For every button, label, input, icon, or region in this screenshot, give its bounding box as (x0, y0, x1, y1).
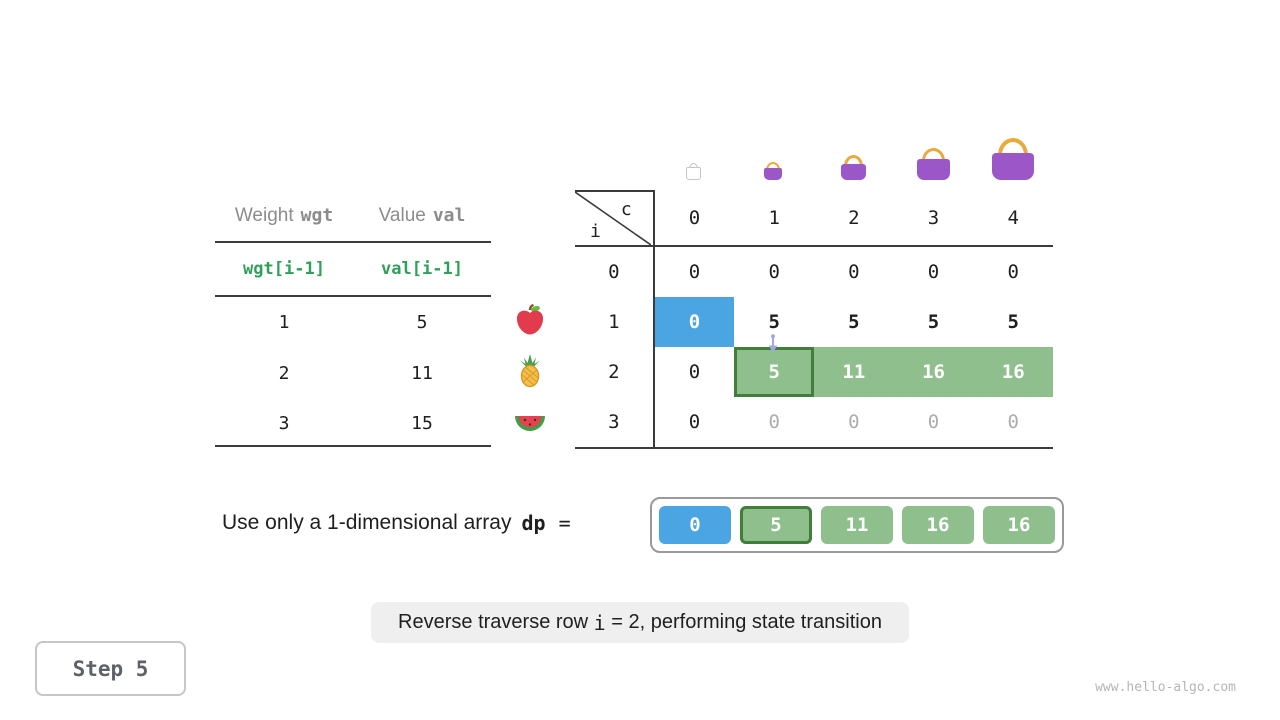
dp-cell: 0 (848, 261, 860, 283)
dp-array-cell: 5 (740, 506, 812, 544)
bag-slot (893, 122, 973, 180)
weight-cell: 3 (278, 413, 290, 435)
val-code-label: val (432, 205, 466, 226)
dp-array-cell: 11 (821, 506, 893, 544)
value-cell: 15 (411, 413, 433, 435)
step-badge: Step 5 (35, 641, 186, 696)
row-header: 1 (575, 297, 655, 347)
weight-cell: 2 (278, 362, 290, 384)
val-index-label: val[i-1] (381, 259, 463, 279)
weights-table-subheader: wgt[i-1] val[i-1] (215, 243, 491, 297)
bag-slot (733, 122, 813, 180)
row-header: 2 (575, 347, 655, 397)
dp-cell: 5 (1007, 311, 1019, 333)
value-cell: 5 (416, 311, 428, 333)
bag-large-icon (916, 148, 950, 180)
weight-column-header: Weight wgt (215, 190, 353, 241)
dp-code-label: dp (521, 511, 546, 535)
table-row: 1 5 (215, 297, 491, 348)
dp-table-header-row: c i 0 1 2 3 4 (575, 190, 1053, 247)
dp-cell: 16 (893, 347, 974, 397)
dp-cell: 0 (927, 261, 940, 283)
dp-cell: 11 (814, 347, 894, 397)
table-row: 3 15 (215, 398, 491, 449)
dp-cell: 0 (688, 411, 701, 433)
dp-array-box: 0 5 11 16 16 (650, 497, 1064, 553)
bag-empty-icon (685, 163, 701, 180)
dp-cell: 5 (927, 311, 940, 333)
dp-array-label: Use only a 1-dimensional array dp = (222, 497, 571, 549)
dp-row: 0 0 0 0 0 0 (575, 247, 1053, 297)
dp-cell: 5 (768, 311, 780, 333)
capacity-bags-row (653, 122, 1053, 180)
bag-small-icon (764, 162, 782, 180)
col-header: 1 (768, 206, 780, 229)
caption: Reverse traverse row i = 2, performing s… (371, 602, 909, 643)
pineapple-icon (512, 353, 548, 389)
dp-cell: 5 (734, 347, 815, 397)
col-header: 0 (688, 206, 701, 229)
dp-row: 3 0 0 0 0 0 (575, 397, 1053, 447)
dp-cell: 0 (927, 411, 940, 433)
dp-row: 2 0 5 11 16 16 (575, 347, 1054, 397)
row-var-label: i (590, 221, 601, 242)
dp-cell: 0 (768, 261, 780, 283)
dp-table: c i 0 1 2 3 4 0 0 0 0 0 0 1 0 5 5 5 5 2 … (575, 190, 1054, 449)
weights-table-body: 1 5 2 11 3 15 (215, 297, 491, 449)
bag-slot (653, 122, 733, 180)
col-header: 4 (1007, 206, 1019, 229)
dp-array-cell: 16 (983, 506, 1055, 544)
col-header: 3 (927, 206, 940, 229)
value-column-header: Value val (353, 190, 491, 241)
bag-slot (813, 122, 893, 180)
dp-table-body: 0 0 0 0 0 0 1 0 5 5 5 5 2 0 5 11 16 16 3… (575, 247, 1054, 449)
bag-slot (973, 122, 1053, 180)
caption-code: i (593, 610, 606, 635)
bag-xlarge-icon (992, 138, 1034, 180)
watermelon-icon (512, 404, 548, 440)
apple-icon (512, 302, 548, 338)
dp-row: 1 0 5 5 5 5 (575, 297, 1053, 347)
dp-array-cell: 16 (902, 506, 974, 544)
weights-values-table: Weight wgt Value val wgt[i-1] val[i-1] 1… (215, 190, 491, 447)
col-var-label: c (620, 199, 632, 220)
dp-cell: 16 (973, 347, 1054, 397)
wgt-code-label: wgt (300, 205, 334, 226)
weight-cell: 1 (278, 311, 290, 333)
table-row: 2 11 (215, 348, 491, 399)
corner-cell: c i (575, 190, 655, 245)
row-header: 3 (575, 397, 655, 447)
caption-post: = 2, performing state transition (605, 611, 882, 633)
dp-cell: 5 (848, 311, 860, 333)
dp-cell: 0 (654, 297, 735, 347)
wgt-index-label: wgt[i-1] (243, 259, 325, 279)
bag-medium-icon (840, 155, 866, 180)
dp-cell: 0 (1007, 261, 1019, 283)
dp-array-label-text: Use only a 1-dimensional array (222, 511, 512, 534)
dp-cell: 0 (688, 261, 701, 283)
state-transition-arrow-icon (766, 334, 780, 358)
caption-pre: Reverse traverse row (398, 611, 594, 633)
col-header: 2 (848, 206, 860, 229)
dp-cell: 0 (1007, 411, 1019, 433)
row-header: 0 (575, 247, 655, 297)
dp-cell: 0 (848, 411, 860, 433)
weight-header-text: Weight (234, 204, 294, 226)
dp-array-cell: 0 (659, 506, 731, 544)
value-cell: 11 (411, 362, 433, 384)
watermark: www.hello-algo.com (1095, 680, 1236, 695)
equals-sign: = (558, 511, 571, 535)
dp-cell: 0 (768, 411, 780, 433)
dp-cell: 0 (688, 361, 701, 383)
weights-table-header: Weight wgt Value val (215, 190, 491, 243)
value-header-text: Value (378, 204, 426, 226)
